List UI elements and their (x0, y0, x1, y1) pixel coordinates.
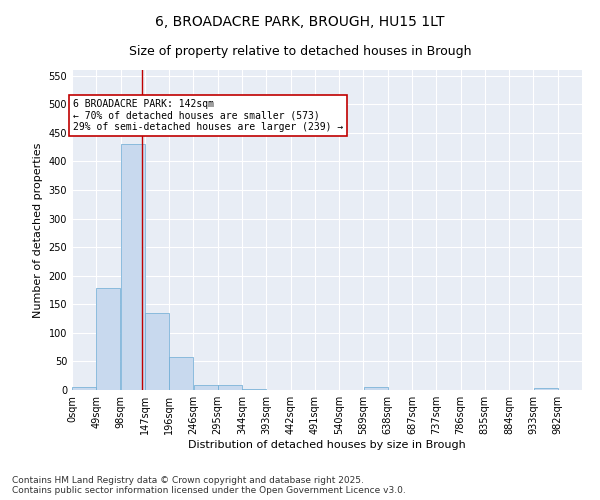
Text: Size of property relative to detached houses in Brough: Size of property relative to detached ho… (129, 45, 471, 58)
Bar (145, 313, 169, 390)
X-axis label: Distribution of detached houses by size in Brough: Distribution of detached houses by size … (188, 440, 466, 450)
Bar (364, 387, 388, 390)
Text: Contains HM Land Registry data © Crown copyright and database right 2025.
Contai: Contains HM Land Registry data © Crown c… (12, 476, 406, 495)
Bar (72, 387, 96, 390)
Bar (194, 386, 218, 390)
Bar (533, 388, 557, 390)
Y-axis label: Number of detached properties: Number of detached properties (33, 142, 43, 318)
Bar (218, 386, 242, 390)
Bar (242, 389, 266, 390)
Text: 6 BROADACRE PARK: 142sqm
← 70% of detached houses are smaller (573)
29% of semi-: 6 BROADACRE PARK: 142sqm ← 70% of detach… (73, 98, 343, 132)
Bar (121, 144, 145, 390)
Bar (97, 288, 121, 390)
Bar (169, 357, 193, 390)
Text: 6, BROADACRE PARK, BROUGH, HU15 1LT: 6, BROADACRE PARK, BROUGH, HU15 1LT (155, 15, 445, 29)
